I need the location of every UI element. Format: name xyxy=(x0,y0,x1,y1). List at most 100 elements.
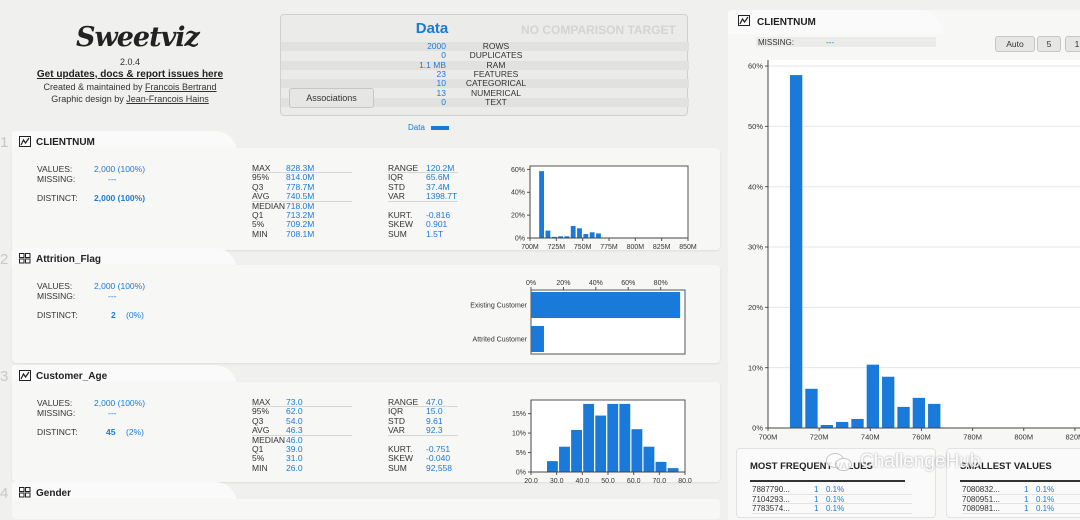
no-comparison-label: NO COMPARISON TARGET xyxy=(521,23,676,37)
stat-label: Q3 xyxy=(252,415,264,426)
values-label: VALUES: xyxy=(37,398,73,408)
stat-row: MEDIAN 46.0 xyxy=(252,434,352,445)
distinct-percent: (2%) xyxy=(126,427,144,437)
stat-value: 828.3M xyxy=(286,163,315,173)
numeric-icon xyxy=(738,15,750,26)
stat-row: VAR 92.3 xyxy=(388,425,458,436)
y-tick-label: 50% xyxy=(748,122,763,131)
histogram-bar xyxy=(596,233,601,238)
stat-row: AVG 46.3 xyxy=(252,425,352,436)
histogram-bar xyxy=(928,403,941,428)
stat-label: SKEW xyxy=(388,219,414,230)
value-row: 7080951... 1 0.1% xyxy=(962,495,1080,504)
stat-label: MIN xyxy=(252,228,268,239)
feature-card-gender[interactable] xyxy=(12,499,720,519)
distinct-label: DISTINCT: xyxy=(37,310,78,320)
x-tick-label: 760M xyxy=(912,433,931,442)
updates-link[interactable]: Get updates, docs & report issues here xyxy=(36,69,224,80)
y-tick-label: 60% xyxy=(511,167,525,174)
stat-value: 54.0 xyxy=(286,415,303,426)
stat-row: STD 9.61 xyxy=(388,415,458,426)
feature-number: 3 xyxy=(0,368,9,385)
feature-tab[interactable] xyxy=(12,131,237,153)
histogram-bar xyxy=(912,397,926,428)
logo-text: Sweetviz xyxy=(76,22,200,53)
histogram-bar xyxy=(589,232,595,238)
x-tick-label: 800M xyxy=(627,244,645,251)
y-tick-label: 20% xyxy=(511,213,525,220)
value-count: 1 xyxy=(814,494,819,504)
most-frequent-title: MOST FREQUENT VALUES xyxy=(750,461,873,472)
dataset-summary: Data NO COMPARISON TARGET 2000 ROWS 0 DUPL… xyxy=(280,14,689,116)
designer-link[interactable]: Jean-Francois Hains xyxy=(126,94,209,104)
feature-number: 4 xyxy=(0,485,9,502)
histogram-bar xyxy=(539,171,544,238)
bins-5-button[interactable]: 5 xyxy=(1037,36,1061,52)
x-tick-label: 725M xyxy=(548,244,566,251)
stat-label: VAR xyxy=(388,425,405,436)
x-tick-label: 800M xyxy=(1014,433,1033,442)
feature-tab[interactable] xyxy=(12,248,237,270)
stat-label: IQR xyxy=(388,172,404,183)
feature-title: Gender xyxy=(36,488,72,499)
feature-tab[interactable] xyxy=(12,482,237,504)
plot-frame xyxy=(768,60,1080,428)
stat-label: RANGE xyxy=(388,163,419,173)
missing-label: MISSING: xyxy=(37,408,76,418)
histogram-bar xyxy=(820,424,833,428)
stat-value: 9.61 xyxy=(426,415,443,426)
values-label: VALUES: xyxy=(37,281,73,291)
x-tick-label: 40% xyxy=(589,280,603,287)
value-row: 7080981... 1 0.1% xyxy=(962,504,1080,514)
stat-label: MEDIAN xyxy=(252,434,286,445)
stat-row: AVG 740.5M xyxy=(252,191,352,202)
histogram-bar xyxy=(655,461,667,472)
author-link[interactable]: Francois Bertrand xyxy=(145,82,217,92)
category-bar xyxy=(531,326,544,352)
value-row: 7887790... 1 0.1% xyxy=(752,485,912,495)
credits-line: Created & maintained by Francois Bertran… xyxy=(20,82,240,93)
detail-title: CLIENTNUM xyxy=(757,17,816,28)
summary-row: 23 FEATURES xyxy=(436,68,519,79)
stat-label: 95% xyxy=(252,406,270,417)
stats-table-2: RANGE 47.0 IQR 15.0 STD 9.61 VAR 92.3 KURT. -0.75… xyxy=(388,397,458,473)
summary-row: 0 DUPLICATES xyxy=(441,50,523,61)
x-tick-label: 700M xyxy=(759,433,778,442)
stat-row: RANGE 120.2M xyxy=(388,163,458,174)
stat-row: SUM 92,558 xyxy=(388,463,458,473)
value-percent: 0.1% xyxy=(826,494,845,504)
stat-label: KURT. xyxy=(388,209,413,220)
stat-value: 1398.7T xyxy=(426,191,458,202)
stat-label: STD xyxy=(388,415,405,426)
associations-button[interactable]: Associations xyxy=(289,88,374,108)
feature-title: Customer_Age xyxy=(36,371,108,382)
feature-number: 1 xyxy=(0,134,9,151)
x-tick-label: 20.0 xyxy=(524,478,538,485)
stat-row: IQR 15.0 xyxy=(388,406,458,416)
distinct-label: DISTINCT: xyxy=(37,427,78,437)
bins-auto-button[interactable]: Auto xyxy=(995,36,1035,52)
stat-value: 718.0M xyxy=(286,200,315,211)
stat-label: MIN xyxy=(252,462,268,473)
watermark: ChallengeHub xyxy=(826,451,980,473)
stat-value: 37.4M xyxy=(426,181,450,192)
histogram-bar xyxy=(558,236,563,238)
stat-row: MAX 73.0 xyxy=(252,397,352,408)
histogram-bar xyxy=(631,429,643,472)
histogram-bar xyxy=(866,364,880,428)
legend-swatch xyxy=(431,125,450,130)
x-tick-label: 50.0 xyxy=(601,478,615,485)
bins-next-button[interactable]: 1 xyxy=(1065,36,1080,52)
histogram-bar xyxy=(835,421,849,428)
feature-tab[interactable] xyxy=(12,365,237,387)
y-tick-label: 10% xyxy=(512,431,526,438)
x-tick-label: 70.0 xyxy=(653,478,667,485)
summary-title: Data xyxy=(415,20,449,37)
value-percent: 0.1% xyxy=(826,504,845,513)
y-tick-label: 60% xyxy=(748,62,763,71)
stat-value: 46.3 xyxy=(286,425,303,436)
stat-row: Q3 54.0 xyxy=(252,415,352,426)
y-tick-label: 10% xyxy=(748,363,763,372)
stat-row: KURT. -0.816 xyxy=(388,209,458,220)
stat-value: 47.0 xyxy=(426,397,443,407)
